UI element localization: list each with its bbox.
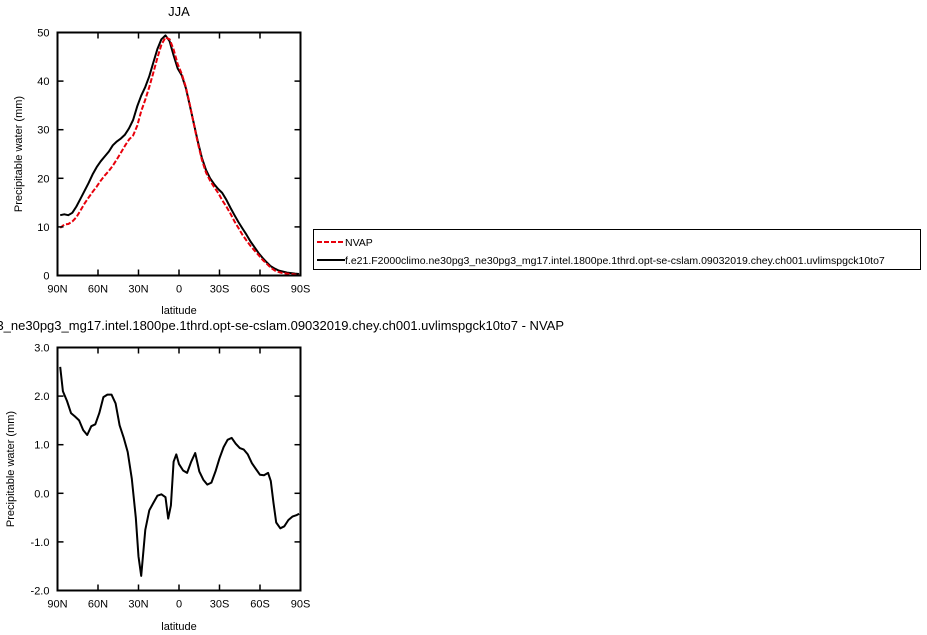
bottom-plot-y-tick-label: 3.0	[34, 343, 49, 355]
bottom-plot-y-tick-label: 1.0	[34, 440, 49, 452]
top-plot-x-tick-label: 0	[176, 284, 182, 296]
legend-box	[313, 229, 921, 270]
bottom-plot-y-axis: 3.0 2.0 1.0 0.0 -1.0 -2.0	[31, 343, 301, 598]
bottom-plot-y-tick-label: 0.0	[34, 488, 49, 500]
legend-label-nvap: NVAP	[345, 237, 373, 249]
top-plot-x-tick-label: 30N	[128, 284, 148, 296]
top-plot-series-line-0	[59, 36, 300, 276]
top-plot-x-tick-label: 60S	[250, 284, 270, 296]
bottom-plot-frame	[56, 346, 302, 592]
top-plot-y-axis-label: Precipitable water (mm)	[13, 96, 25, 212]
legend: NVAP f.e21.F2000climo.ne30pg3_ne30pg3_mg…	[313, 229, 921, 270]
top-plot-x-tick-label: 90S	[291, 284, 311, 296]
bottom-plot-series-line-0	[59, 366, 300, 577]
top-plot-y-tick-label: 10	[37, 222, 49, 234]
bottom-plot-x-tick-label: 90S	[291, 599, 311, 611]
bottom-plot-series-group	[59, 366, 300, 577]
legend-label-model: f.e21.F2000climo.ne30pg3_ne30pg3_mg17.in…	[345, 255, 885, 267]
bottom-plot-y-tick-label: 2.0	[34, 391, 49, 403]
top-plot-x-axis: 90N 60N 30N 0 30S 60S 90S	[47, 32, 311, 296]
top-plot-title: JJA	[168, 4, 190, 19]
bottom-plot-y-tick-label: -2.0	[31, 586, 50, 598]
bottom-plot-x-tick-label: 30N	[128, 599, 148, 611]
top-plot-y-tick-label: 40	[37, 76, 49, 88]
top-plot-series-line-1	[59, 34, 300, 275]
bottom-plot-x-tick-label: 60S	[250, 599, 270, 611]
top-plot: JJA 0 10 20 30 40 50 90N 60N 30N 0 30S 60S 90S lati…	[13, 4, 310, 317]
bottom-plot-x-tick-label: 90N	[47, 599, 67, 611]
bottom-plot: f.e21.F2000climo.ne30pg3_ne30pg3_mg17.in…	[0, 318, 564, 633]
bottom-plot-x-axis: 90N 60N 30N 0 30S 60S 90S	[47, 347, 311, 611]
top-plot-x-tick-label: 30S	[210, 284, 230, 296]
top-plot-y-tick-label: 0	[43, 271, 49, 283]
top-plot-y-tick-label: 20	[37, 173, 49, 185]
bottom-plot-y-axis-label: Precipitable water (mm)	[5, 411, 17, 527]
top-plot-x-tick-label: 60N	[88, 284, 108, 296]
top-plot-y-tick-label: 30	[37, 125, 49, 137]
top-plot-series-group	[59, 34, 300, 276]
bottom-plot-x-tick-label: 0	[176, 599, 182, 611]
bottom-plot-x-tick-label: 60N	[88, 599, 108, 611]
bottom-plot-y-tick-label: -1.0	[31, 537, 50, 549]
bottom-plot-x-axis-label: latitude	[161, 621, 196, 633]
bottom-plot-title: f.e21.F2000climo.ne30pg3_ne30pg3_mg17.in…	[0, 318, 564, 333]
bottom-plot-x-tick-label: 30S	[210, 599, 230, 611]
top-plot-x-tick-label: 90N	[47, 284, 67, 296]
top-plot-y-axis: 0 10 20 30 40 50	[37, 28, 301, 283]
top-plot-x-axis-label: latitude	[161, 305, 196, 317]
top-plot-y-tick-label: 50	[37, 28, 49, 40]
